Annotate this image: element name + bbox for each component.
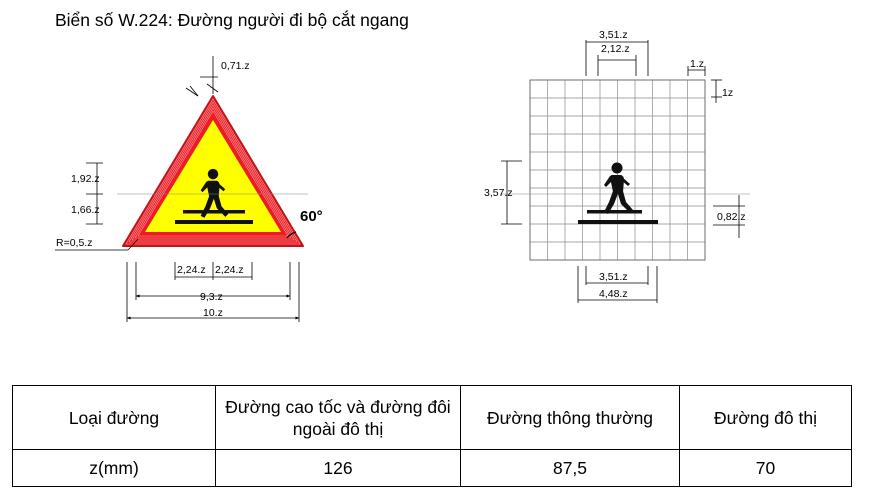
- sign-dimension-lines: [55, 56, 308, 322]
- dim-corner-radius: R=0,5.z: [56, 237, 92, 249]
- header-urban-road: Đường đô thị: [679, 385, 852, 450]
- grid-dim-bottom-total: 4,48.z: [599, 288, 628, 300]
- grid-stripe-bottom: [578, 220, 658, 224]
- dim-angle: 60°: [300, 208, 323, 225]
- dim-lower-height: 1,66.z: [71, 204, 100, 216]
- dim-outer-width: 10.z: [203, 307, 223, 319]
- sign-stripe-top: [183, 210, 245, 214]
- header-expressway: Đường cao tốc và đường đôi ngoài đô thị: [215, 385, 461, 450]
- specification-table: Loại đường Đường cao tốc và đường đôi ng…: [12, 385, 852, 487]
- value-unit: z(mm): [12, 449, 216, 487]
- header-road-type: Loại đường: [12, 385, 216, 450]
- value-expressway: 126: [215, 449, 461, 487]
- dim-half-right: 2,24.z: [215, 264, 244, 276]
- page-title: Biển số W.224: Đường người đi bộ cắt nga…: [55, 10, 409, 30]
- dim-inner-width: 9,3.z: [200, 291, 223, 303]
- grid-stripe-top: [587, 210, 642, 214]
- header-normal-road: Đường thông thường: [460, 385, 680, 450]
- sign-stripe-bottom: [175, 220, 253, 224]
- grid-dim-stripe-height: 0,82.z: [717, 211, 746, 223]
- dim-half-left: 2,24.z: [177, 264, 206, 276]
- grid-dim-cell-height: 1z: [722, 87, 733, 99]
- dim-stroke-offset: 0,71.z: [221, 60, 250, 72]
- table-header-row: Loại đường Đường cao tốc và đường đôi ng…: [12, 385, 852, 450]
- grid-dimension-lines: [501, 40, 745, 303]
- grid-dim-inner-top: 2,12.z: [601, 43, 630, 55]
- sign-diagram: 0,71.z 1,92.z 1,66.z R=0,5.z 2,24.z 2,24…: [55, 29, 750, 322]
- grid-dim-cell-width: 1.z: [690, 58, 704, 70]
- grid-dim-bottom-width: 3,51.z: [599, 271, 628, 283]
- grid-dim-outer-top: 3,51.z: [599, 29, 628, 41]
- value-urban-road: 70: [679, 449, 852, 487]
- grid-dim-symbol-height: 3,57.z: [484, 187, 513, 199]
- construction-grid: [500, 79, 750, 261]
- value-normal-road: 87,5: [460, 449, 680, 487]
- table-row: z(mm) 126 87,5 70: [12, 449, 852, 487]
- sign-border-strokes: [125, 98, 301, 245]
- warning-sign: [122, 95, 304, 247]
- dim-upper-height: 1,92.z: [71, 173, 100, 185]
